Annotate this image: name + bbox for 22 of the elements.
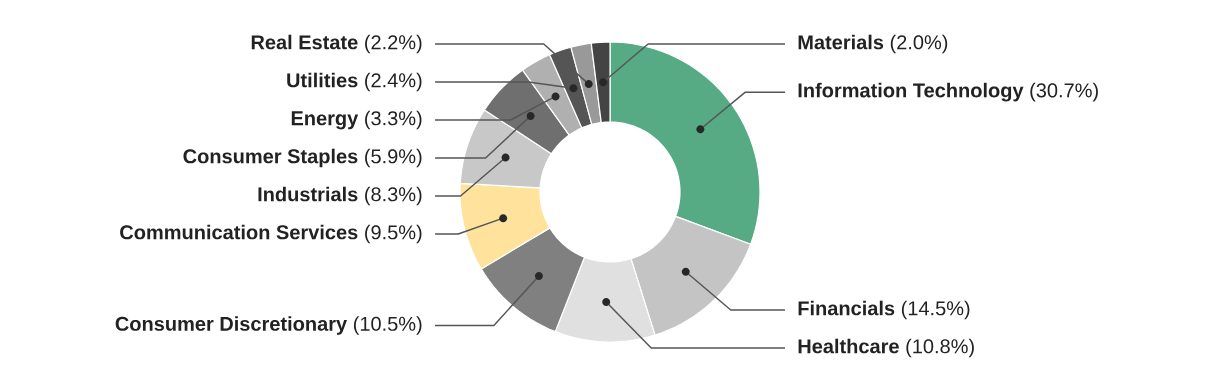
data-label: (10.5%) <box>353 316 422 335</box>
data-label: (9.5%) <box>365 224 422 244</box>
slice-label: Materials <box>798 34 884 50</box>
slice-label: Financials <box>798 300 895 316</box>
slice-label: Consumer Staples <box>183 148 358 168</box>
slice-label: Consumer Discretionary <box>115 316 348 335</box>
data-label: (8.3%) <box>365 186 422 206</box>
slice-label: Real Estate <box>251 34 358 50</box>
data-label: (14.5%) <box>901 300 970 320</box>
slice-label: Energy <box>291 111 359 130</box>
slice-label: Utilities <box>287 72 358 88</box>
data-label: (30.7%) <box>1030 82 1098 102</box>
data-label: (2.2%) <box>365 34 422 54</box>
slice-label: Information Technology <box>798 82 1024 102</box>
data-label: (5.9%) <box>365 148 422 168</box>
slice-label: Industrials <box>258 186 358 202</box>
data-label: (10.8%) <box>906 338 974 358</box>
data-label: (3.3%) <box>365 110 422 130</box>
slice-label: Communication Services <box>120 224 358 240</box>
data-label: (2.4%) <box>365 72 422 92</box>
slice-label: Healthcare <box>798 338 899 354</box>
data-label: (2.0%) <box>890 34 948 54</box>
